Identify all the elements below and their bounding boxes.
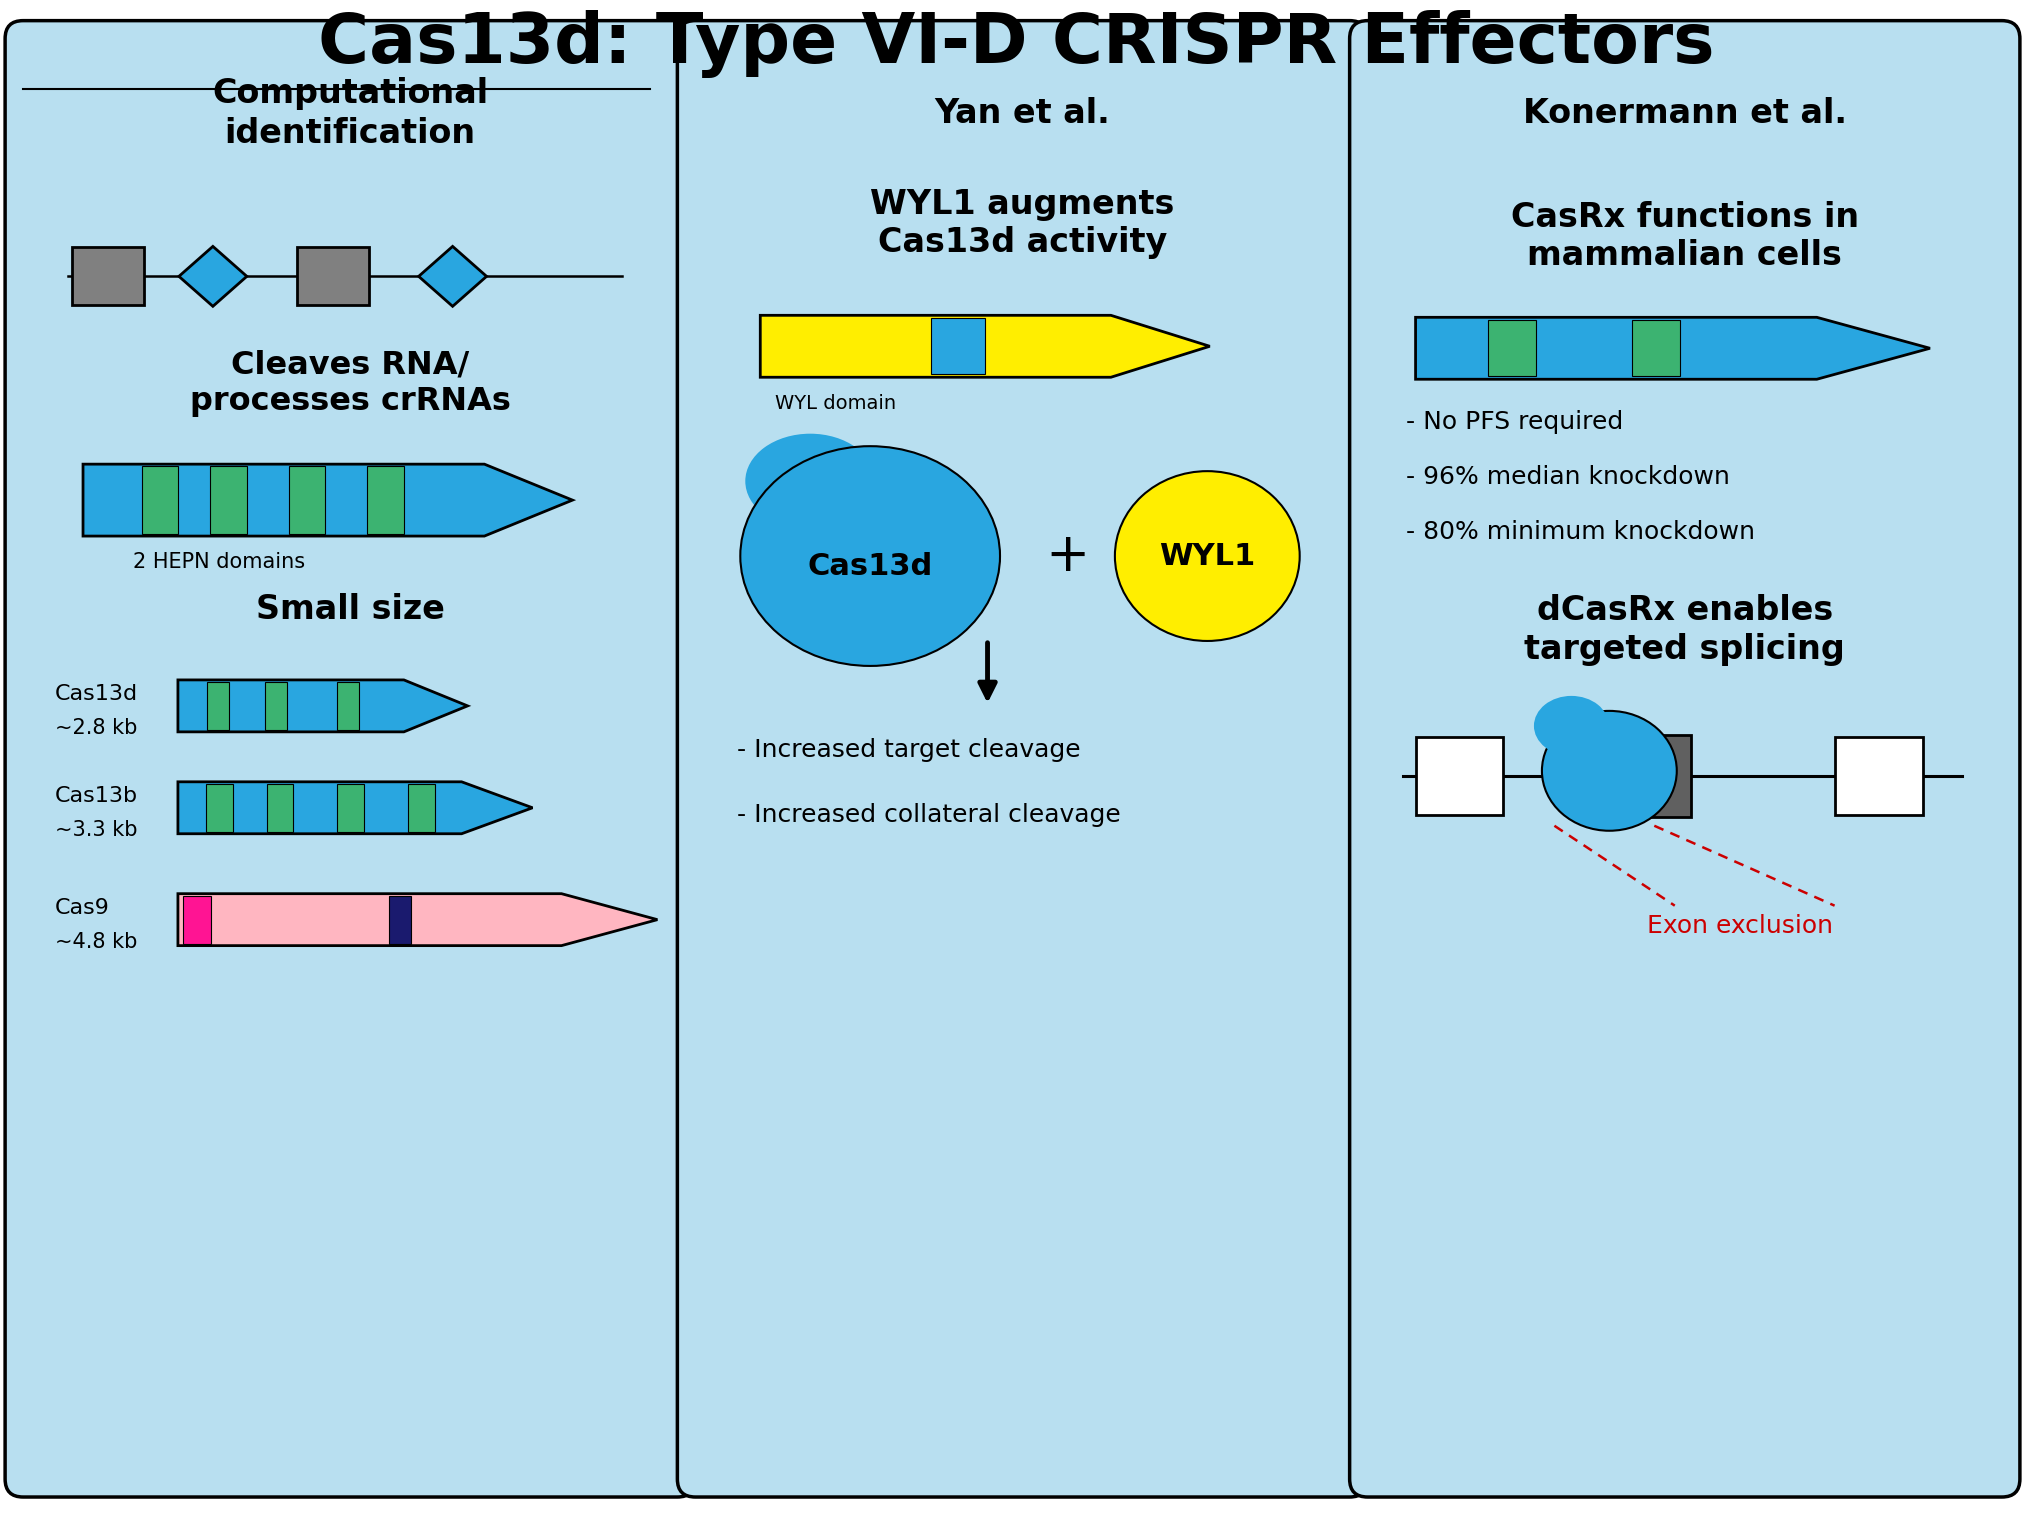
Text: WYL domain: WYL domain	[774, 394, 896, 413]
Bar	[931, 319, 986, 375]
Text: - Increased target cleavage: - Increased target cleavage	[738, 737, 1081, 762]
Bar	[264, 683, 287, 730]
Bar	[1609, 734, 1691, 816]
Text: - Increased collateral cleavage: - Increased collateral cleavage	[738, 802, 1120, 827]
Bar	[183, 895, 211, 944]
Ellipse shape	[740, 446, 1000, 666]
Polygon shape	[179, 781, 532, 834]
Text: ~2.8 kb: ~2.8 kb	[55, 718, 138, 737]
Polygon shape	[179, 246, 246, 306]
Text: Computational
identification: Computational identification	[211, 77, 488, 150]
Bar	[207, 683, 228, 730]
FancyBboxPatch shape	[1349, 21, 2020, 1497]
Polygon shape	[760, 316, 1209, 378]
Bar	[366, 466, 404, 534]
Bar	[71, 247, 144, 305]
Polygon shape	[83, 464, 573, 536]
Text: 2 HEPN domains: 2 HEPN domains	[132, 552, 305, 572]
Polygon shape	[419, 246, 486, 306]
Text: - 80% minimum knockdown: - 80% minimum knockdown	[1404, 520, 1754, 545]
Text: Cas9: Cas9	[55, 898, 110, 918]
Text: Small size: Small size	[256, 593, 445, 627]
Ellipse shape	[1540, 711, 1676, 831]
Text: dCasRx enables
targeted splicing: dCasRx enables targeted splicing	[1524, 595, 1845, 666]
Bar	[337, 784, 364, 831]
Bar	[297, 247, 368, 305]
Bar	[1414, 737, 1504, 815]
Text: +: +	[1044, 529, 1089, 583]
Bar	[209, 466, 246, 534]
Text: Cleaves RNA/
processes crRNAs: Cleaves RNA/ processes crRNAs	[189, 350, 510, 417]
Bar	[142, 466, 179, 534]
Polygon shape	[1414, 317, 1928, 379]
Bar	[205, 784, 234, 831]
Bar	[266, 784, 293, 831]
Text: Yan et al.: Yan et al.	[935, 97, 1109, 130]
Text: ~4.8 kb: ~4.8 kb	[55, 931, 138, 951]
Text: CasRx functions in
mammalian cells: CasRx functions in mammalian cells	[1510, 200, 1857, 272]
Ellipse shape	[1114, 472, 1298, 642]
Bar	[1835, 737, 1922, 815]
Bar	[408, 784, 435, 831]
Text: WYL1: WYL1	[1158, 542, 1256, 570]
Text: - No PFS required: - No PFS required	[1404, 410, 1622, 434]
Text: Exon exclusion: Exon exclusion	[1646, 913, 1831, 938]
Text: Konermann et al.: Konermann et al.	[1522, 97, 1845, 130]
Text: WYL1 augments
Cas13d activity: WYL1 augments Cas13d activity	[870, 188, 1174, 259]
Text: Cas13d: Type VI-D CRISPR Effectors: Cas13d: Type VI-D CRISPR Effectors	[319, 9, 1713, 77]
Polygon shape	[179, 894, 656, 945]
Bar	[388, 895, 410, 944]
Text: - 96% median knockdown: - 96% median knockdown	[1404, 466, 1729, 488]
Polygon shape	[179, 680, 467, 731]
Bar	[337, 683, 360, 730]
FancyBboxPatch shape	[677, 21, 1368, 1497]
Text: Cas13b: Cas13b	[55, 786, 138, 806]
Ellipse shape	[1534, 696, 1607, 755]
Text: Cas13d: Cas13d	[55, 684, 138, 704]
Bar	[1632, 320, 1680, 376]
Bar	[1487, 320, 1536, 376]
FancyBboxPatch shape	[6, 21, 695, 1497]
Bar	[289, 466, 325, 534]
Ellipse shape	[746, 434, 874, 528]
Text: Cas13d: Cas13d	[807, 552, 933, 581]
Text: ~3.3 kb: ~3.3 kb	[55, 819, 138, 840]
